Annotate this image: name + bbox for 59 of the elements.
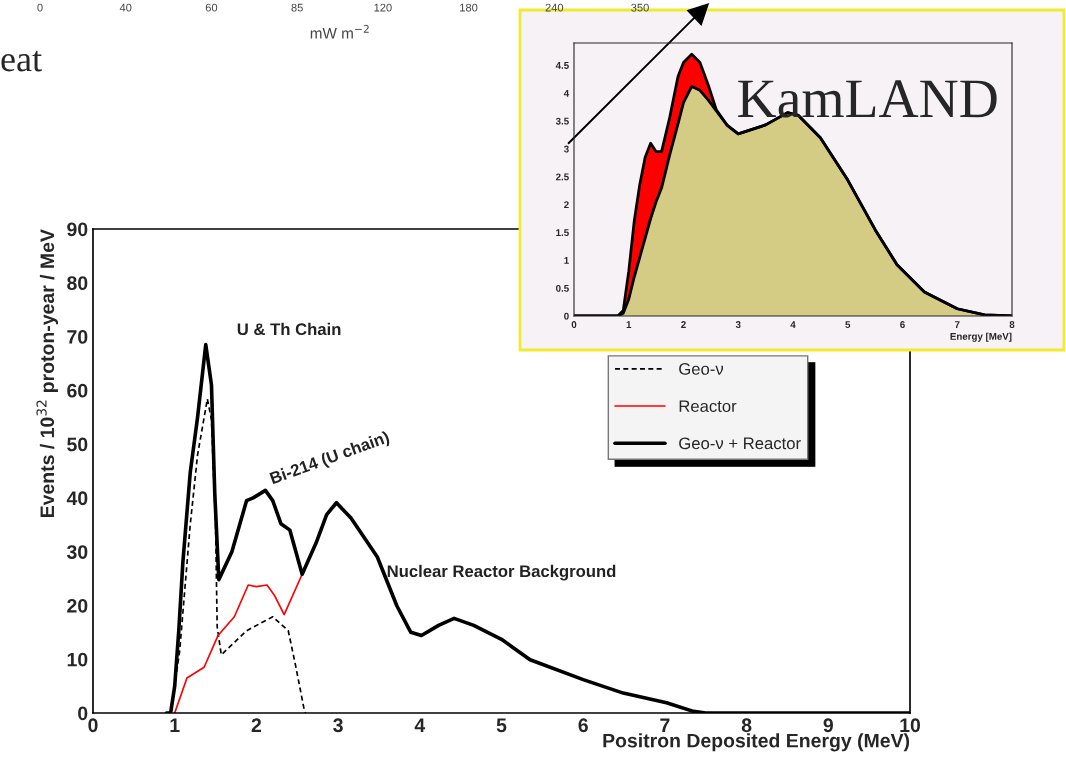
x-tick-label: 8 xyxy=(741,718,752,733)
y-tick-label: 1 xyxy=(564,257,569,264)
y-tick-label: 3.5 xyxy=(555,117,569,125)
y-tick-label: 60 xyxy=(67,383,88,398)
legend-label: Geo-ν + Reactor xyxy=(679,437,801,450)
x-tick-label: 9 xyxy=(823,718,833,733)
x-tick-label: 2 xyxy=(251,718,262,732)
x-tick-label: 10 xyxy=(900,718,921,733)
y-tick-label: 30 xyxy=(66,545,88,559)
y-axis-title: Events / 10$^{32}$ proton-year / MeV xyxy=(36,229,58,518)
y-tick-label: 40 xyxy=(66,491,88,506)
x-tick-label: 7 xyxy=(660,718,670,732)
y-tick-label: 20 xyxy=(67,598,88,613)
x-tick-label: 8 xyxy=(1009,321,1015,328)
x-tick-label: 6 xyxy=(578,718,588,733)
y-tick-label: 2.5 xyxy=(555,173,569,181)
x-tick-label: 7 xyxy=(954,321,960,328)
text: eat xyxy=(1,50,42,72)
y-tick-label: 90 xyxy=(67,222,88,237)
x-tick-label: 0 xyxy=(571,321,577,328)
y-tick-label: 4 xyxy=(563,89,570,97)
text: mW m$^{−2}$ xyxy=(310,24,369,39)
category-label: 40 xyxy=(119,3,132,12)
x-axis-title: Energy [MeV] xyxy=(950,332,1012,342)
x-tick-label: 5 xyxy=(845,321,851,328)
y-tick-label: 1.5 xyxy=(556,229,569,237)
x-tick-label: 4 xyxy=(414,718,426,732)
category-label: 120 xyxy=(374,3,392,12)
category-label: 85 xyxy=(291,3,303,12)
annotation: Bi-214 (U chain) xyxy=(269,430,391,488)
x-tick-label: 3 xyxy=(333,718,343,733)
y-tick-label: 0 xyxy=(78,706,88,721)
x-tick-label: 4 xyxy=(790,321,796,328)
x-tick-label: 6 xyxy=(900,321,905,328)
x-tick-label: 0 xyxy=(88,718,98,733)
x-tick-label: 5 xyxy=(496,718,507,733)
x-axis-title: Positron Deposited Energy (MeV) xyxy=(603,733,910,752)
x-tick-label: 2 xyxy=(681,321,686,328)
category-label: 180 xyxy=(460,3,478,12)
y-tick-label: 3 xyxy=(563,145,569,153)
annotation: Nuclear Reactor Background xyxy=(387,564,616,581)
line-series xyxy=(173,573,303,713)
y-tick-label: 4.5 xyxy=(555,62,569,69)
y-tick-label: 70 xyxy=(67,330,88,344)
x-tick-label: 3 xyxy=(735,321,741,329)
y-tick-label: 10 xyxy=(67,652,88,667)
y-tick-label: 0 xyxy=(564,312,569,320)
category-label: 0 xyxy=(37,3,43,12)
y-tick-label: 2 xyxy=(564,201,569,209)
category-label: 60 xyxy=(205,3,218,12)
annotation: U & Th Chain xyxy=(237,322,341,336)
x-tick-label: 1 xyxy=(626,321,632,328)
x-tick-label: 1 xyxy=(170,718,180,732)
legend-label: Reactor xyxy=(679,400,737,413)
y-tick-label: 50 xyxy=(67,437,88,452)
annotation: KamLAND xyxy=(738,80,997,118)
y-tick-label: 0.5 xyxy=(556,284,569,292)
y-tick-label: 80 xyxy=(67,276,88,291)
legend-label: Geo-ν xyxy=(679,363,724,375)
